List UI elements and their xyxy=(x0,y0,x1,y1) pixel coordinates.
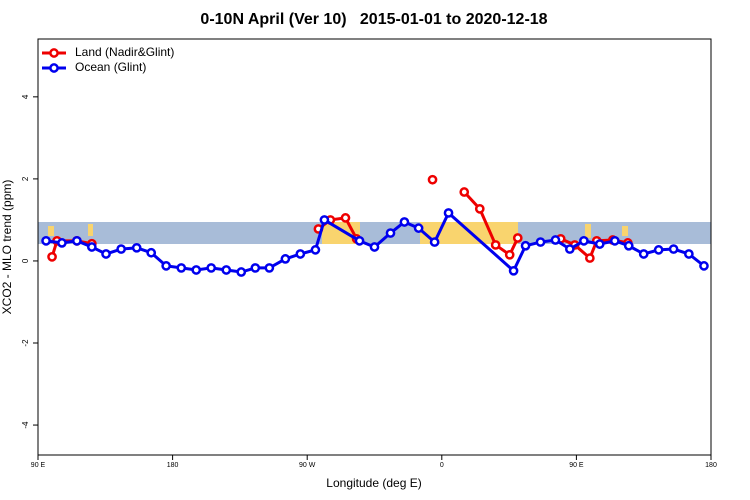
data-point xyxy=(116,244,127,254)
y-tick-label: -4 xyxy=(21,421,30,429)
data-point xyxy=(699,261,709,271)
data-point xyxy=(250,263,261,273)
data-point xyxy=(264,263,275,273)
x-tick-label: 180 xyxy=(705,462,717,469)
data-point xyxy=(594,239,605,249)
data-point xyxy=(176,263,187,273)
data-point xyxy=(474,203,485,214)
data-point xyxy=(550,235,561,245)
data-point xyxy=(535,237,546,247)
data-point xyxy=(146,247,157,258)
y-axis-label: XCO2 - MLO trend (ppm) xyxy=(0,180,14,315)
x-tick-label: 90 E xyxy=(569,462,584,469)
data-point xyxy=(340,213,351,223)
legend-label: Land (Nadir&Glint) xyxy=(75,45,174,59)
data-point xyxy=(206,263,217,273)
data-point xyxy=(490,240,501,250)
y-tick-label: 2 xyxy=(21,176,30,181)
data-point xyxy=(369,242,380,252)
data-point xyxy=(47,251,57,262)
legend-marker xyxy=(49,48,59,58)
data-point xyxy=(443,208,454,218)
data-point xyxy=(280,254,291,264)
plot-frame xyxy=(37,38,712,456)
data-point xyxy=(413,223,424,233)
data-point xyxy=(638,249,649,259)
x-axis-label: Longitude (deg E) xyxy=(326,476,421,490)
legend-marker xyxy=(49,63,59,73)
data-point xyxy=(319,215,330,225)
data-point xyxy=(295,249,306,259)
legend-label: Ocean (Glint) xyxy=(75,60,146,74)
data-point xyxy=(668,244,679,254)
data-point xyxy=(579,235,589,246)
x-tick-label: 90 W xyxy=(299,462,316,469)
x-tick-label: 90 E xyxy=(31,462,46,469)
data-point xyxy=(101,249,111,259)
data-point xyxy=(520,240,531,251)
data-point xyxy=(623,240,634,251)
data-point xyxy=(385,228,396,238)
data-point xyxy=(191,265,202,275)
data-point xyxy=(310,245,321,255)
data-point xyxy=(57,238,67,248)
chart-title: 0-10N April (Ver 10) 2015-01-01 to 2020-… xyxy=(200,11,547,28)
data-point xyxy=(354,235,365,246)
data-point xyxy=(508,265,519,276)
data-point xyxy=(684,249,694,259)
data-point xyxy=(459,187,470,197)
data-point xyxy=(564,244,575,254)
data-point xyxy=(427,174,438,185)
x-tick-label: 180 xyxy=(167,462,179,469)
x-tick-label: 0 xyxy=(440,462,444,469)
data-point xyxy=(504,249,515,260)
data-point xyxy=(161,261,172,271)
data-point xyxy=(131,242,142,253)
data-point xyxy=(399,217,410,227)
data-point xyxy=(72,235,82,246)
data-point xyxy=(221,265,232,275)
data-point xyxy=(609,235,620,246)
data-point xyxy=(585,253,595,263)
data-point xyxy=(236,267,247,277)
y-tick-label: 4 xyxy=(21,94,30,99)
data-point xyxy=(429,237,440,247)
y-tick-label: -2 xyxy=(21,339,30,347)
data-point xyxy=(653,245,664,255)
data-point xyxy=(512,233,523,243)
y-tick-label: 0 xyxy=(21,258,30,263)
data-point xyxy=(41,235,51,246)
data-point xyxy=(86,242,97,252)
